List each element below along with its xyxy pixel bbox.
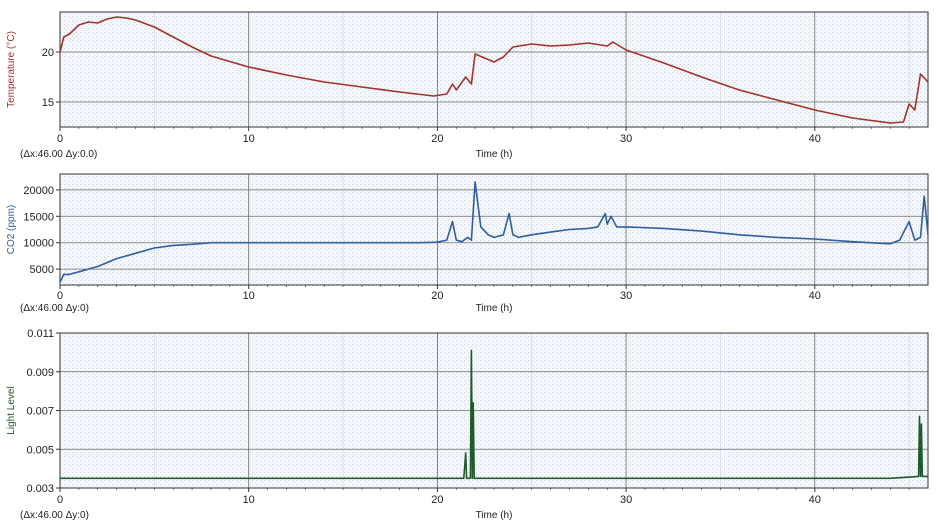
y-tick-label: 20000 (23, 185, 54, 197)
y-tick-label: 15 (42, 97, 54, 109)
x-tick-label: 20 (431, 494, 443, 506)
x-tick-label: 0 (57, 133, 63, 145)
x-tick-label: 0 (57, 290, 63, 302)
x-tick-label: 30 (620, 494, 632, 506)
x-tick-label: 40 (809, 290, 821, 302)
chart-panel-2: 0 10 20 30 40 5000 10000 15000 20000 Time (h) CO2 … (6, 173, 929, 314)
delta-readout: (Δx:46.00 Δy:0) (20, 510, 89, 521)
y-tick-label: 10000 (23, 238, 54, 250)
x-axis-title: Time (h) (476, 510, 513, 521)
x-tick-label: 10 (243, 494, 255, 506)
y-tick-label: 5000 (30, 264, 54, 276)
y-tick-label: 15000 (23, 211, 54, 223)
delta-readout: (Δx:46.00 Δy:0.0) (20, 149, 97, 160)
x-tick-label: 10 (243, 290, 255, 302)
y-tick-label: 0.007 (26, 406, 54, 418)
y-tick-label: 0.011 (27, 328, 54, 340)
series-line-1 (59, 16, 929, 124)
plot-area (60, 174, 928, 285)
series-line-1 (60, 349, 928, 480)
x-axis-title: Time (h) (476, 149, 513, 160)
x-tick-label: 40 (809, 494, 821, 506)
delta-readout: (Δx:46.00 Δy:0) (20, 303, 89, 314)
x-tick-label: 0 (57, 494, 63, 506)
y-tick-label: 0.003 (26, 483, 54, 495)
y-tick-label: 0.009 (26, 367, 54, 379)
y-axis-title: Temperature (°C) (6, 31, 17, 108)
x-tick-label: 40 (809, 133, 821, 145)
x-tick-label: 20 (431, 133, 443, 145)
x-tick-label: 10 (243, 133, 255, 145)
y-axis-title: CO2 (ppm) (6, 205, 17, 254)
x-axis-title: Time (h) (476, 303, 513, 314)
chart-panel-1: 0 10 20 30 40 15 20 Time (h) Temperature (°C) (Δx… (6, 11, 929, 160)
plot-area (60, 12, 928, 127)
x-tick-label: 30 (620, 290, 632, 302)
y-tick-label: 0.005 (26, 444, 54, 456)
chart-panel-3: 0 10 20 30 40 0.003 0.005 0.007 0.009 0.011 Time (… (6, 328, 929, 521)
y-axis-title: Light Level (6, 386, 17, 434)
x-tick-label: 20 (431, 290, 443, 302)
y-tick-label: 20 (42, 47, 54, 59)
x-tick-label: 30 (620, 133, 632, 145)
series-line-1 (59, 181, 929, 283)
